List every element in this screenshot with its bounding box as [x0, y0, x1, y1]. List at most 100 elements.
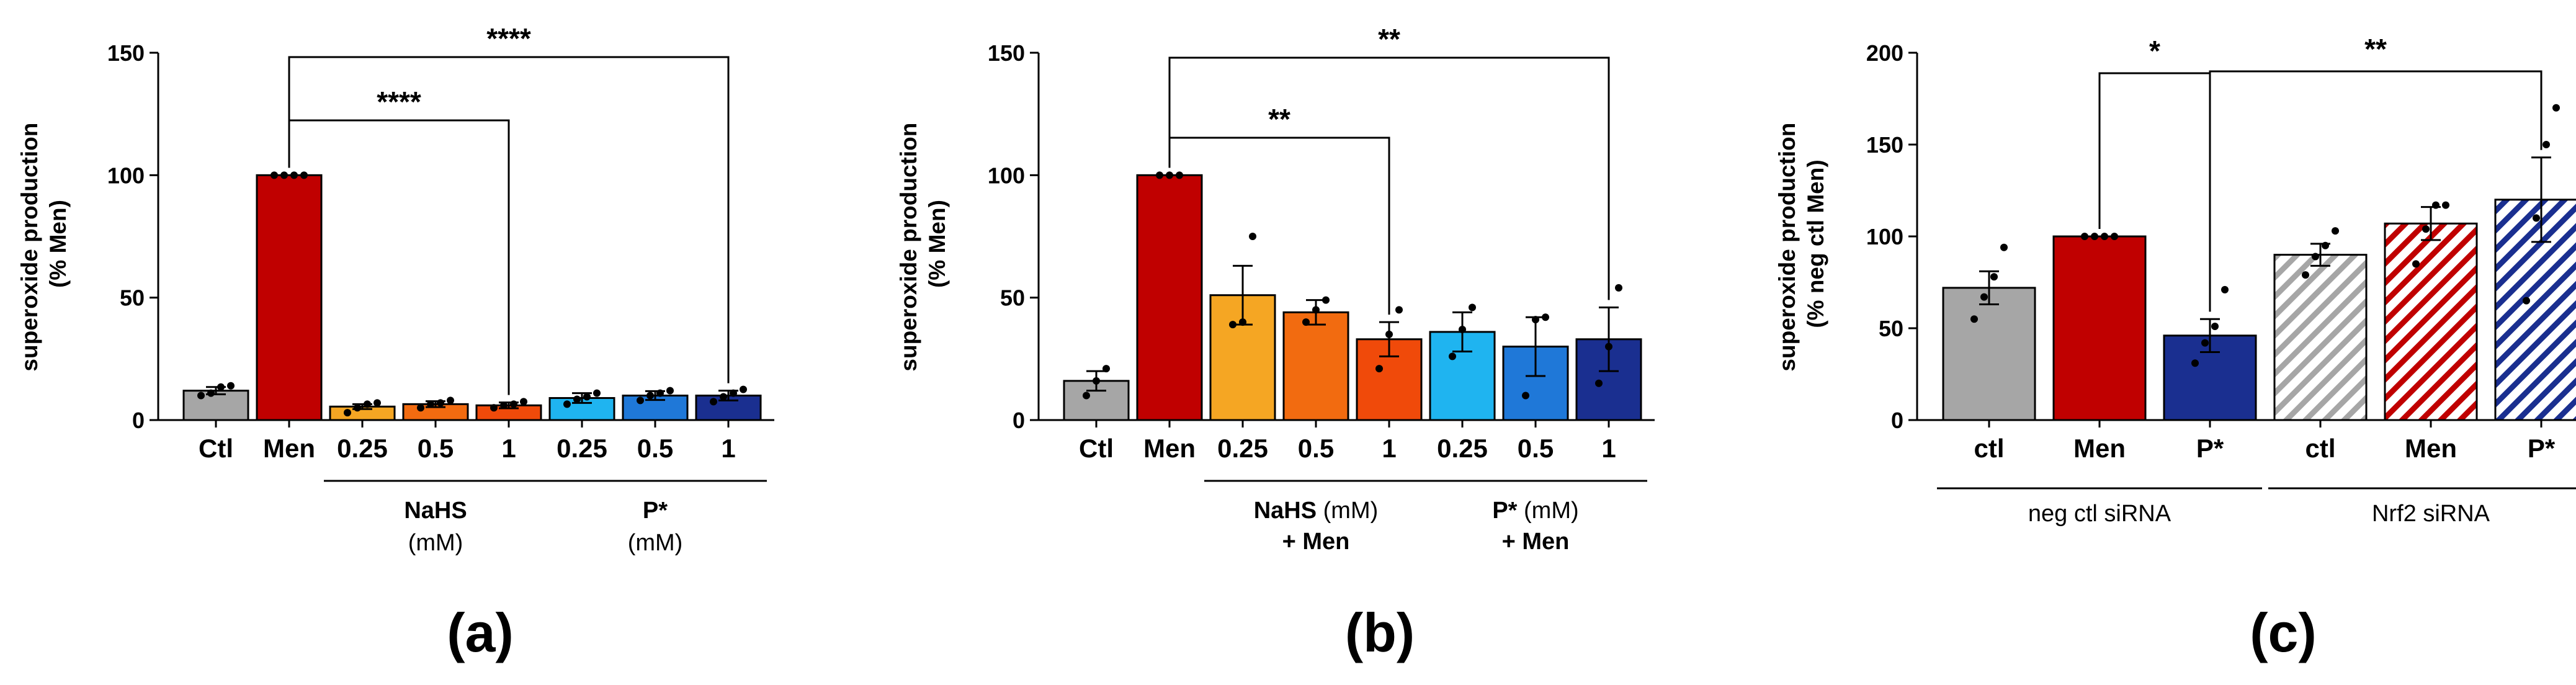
data-point	[2191, 359, 2199, 367]
y-tick-label: 150	[107, 40, 145, 66]
panel-label: (b)	[1345, 602, 1415, 663]
data-point	[1595, 379, 1603, 387]
bar	[2273, 254, 2368, 421]
significance-label: ****	[377, 86, 421, 118]
x-tick-label: 1	[1601, 434, 1616, 463]
significance-label: *	[2149, 35, 2160, 67]
significance-bracket	[1168, 56, 1610, 300]
data-point	[646, 392, 654, 400]
y-tick-label: 100	[1866, 224, 1903, 249]
data-point	[573, 395, 581, 403]
x-tick-label: ctl	[1974, 434, 2004, 463]
y-axis-label: superoxide production (% Men)	[896, 116, 950, 371]
data-point	[720, 393, 727, 401]
bar	[256, 174, 323, 421]
panel-c: superoxide production (% neg ctl Men) (c…	[1774, 33, 2576, 663]
data-point	[1449, 352, 1456, 360]
y-tick-label: 200	[1866, 40, 1903, 66]
data-point	[197, 392, 205, 400]
panel-a: superoxide production (% Men) (a) 0 50 100…	[17, 22, 774, 663]
x-tick-label: Men	[2073, 434, 2126, 463]
data-point	[1375, 365, 1383, 373]
significance-label: **	[1378, 23, 1400, 55]
data-point	[2552, 104, 2560, 112]
data-point	[2211, 323, 2219, 331]
data-point	[1176, 171, 1183, 179]
significance-bracket	[288, 56, 730, 383]
data-point	[2432, 201, 2440, 209]
data-point	[1385, 330, 1393, 338]
data-point	[1542, 313, 1549, 321]
x-tick-label: 1	[501, 434, 516, 463]
group-unit: (mM)	[628, 530, 683, 556]
data-point	[417, 404, 424, 412]
significance-label: **	[1268, 103, 1290, 135]
data-point	[656, 389, 664, 397]
data-point	[1166, 171, 1173, 179]
x-tick-label: 0.5	[1298, 434, 1334, 463]
group-label: NaHS	[404, 498, 467, 524]
x-tick-label: 0.5	[1518, 434, 1554, 463]
data-point	[447, 396, 454, 405]
data-point	[364, 400, 371, 408]
data-point	[500, 401, 508, 410]
data-point	[2000, 243, 2008, 251]
group-label-extra: + Men	[1282, 529, 1350, 555]
data-point	[2533, 214, 2540, 222]
y-tick-label: 150	[988, 40, 1025, 66]
y-axis-label: superoxide production (% Men)	[17, 116, 71, 371]
data-point	[437, 399, 444, 407]
data-point	[2111, 233, 2118, 240]
data-point	[510, 400, 517, 408]
data-point	[207, 389, 215, 397]
data-point	[2422, 225, 2430, 233]
data-point	[520, 398, 527, 406]
data-point	[373, 399, 381, 407]
bar	[2384, 222, 2478, 421]
data-point	[1312, 306, 1320, 314]
data-point	[1102, 365, 1110, 373]
data-point	[2101, 233, 2108, 240]
data-point	[280, 171, 288, 179]
significance-label: ****	[486, 22, 531, 55]
x-tick-label: Ctl	[1079, 434, 1114, 463]
significance-label: **	[2364, 33, 2387, 65]
data-point	[1532, 316, 1539, 324]
data-point	[2221, 285, 2229, 293]
x-tick-label: ctl	[2305, 434, 2335, 463]
data-point	[271, 171, 278, 179]
x-tick-label: 0.5	[637, 434, 673, 463]
group-label: Nrf2 siRNA	[2372, 501, 2490, 527]
data-point	[227, 382, 235, 390]
data-point	[1156, 171, 1163, 179]
x-tick-label: P*	[2528, 434, 2556, 463]
data-point	[2302, 271, 2309, 279]
data-point	[637, 396, 644, 405]
data-point	[1469, 303, 1476, 311]
data-point	[2322, 241, 2329, 249]
data-point	[2201, 339, 2209, 347]
panel-b: superoxide production (% Men) (b) 0 50 100…	[896, 23, 1655, 663]
data-point	[730, 389, 737, 397]
bar	[2494, 199, 2576, 421]
y-tick-label: 0	[1891, 408, 1903, 433]
bar	[1942, 287, 2036, 421]
data-point	[1302, 318, 1310, 326]
data-point	[2332, 227, 2339, 235]
y-tick-label: 100	[988, 163, 1025, 188]
x-tick-label: Men	[2405, 434, 2457, 463]
data-point	[427, 400, 434, 408]
data-point	[740, 385, 747, 393]
x-tick-label: 0.25	[337, 434, 388, 463]
y-tick-label: 50	[1879, 316, 1903, 341]
data-point	[1239, 318, 1246, 326]
data-point	[583, 393, 591, 401]
data-point	[1615, 284, 1622, 292]
data-point	[710, 398, 717, 406]
x-tick-label: Men	[1143, 434, 1196, 463]
data-point	[1229, 321, 1237, 329]
x-tick-label: 0.25	[1217, 434, 1268, 463]
data-point	[1605, 342, 1612, 351]
x-tick-label: 0.25	[557, 434, 607, 463]
x-tick-label: Ctl	[199, 434, 233, 463]
